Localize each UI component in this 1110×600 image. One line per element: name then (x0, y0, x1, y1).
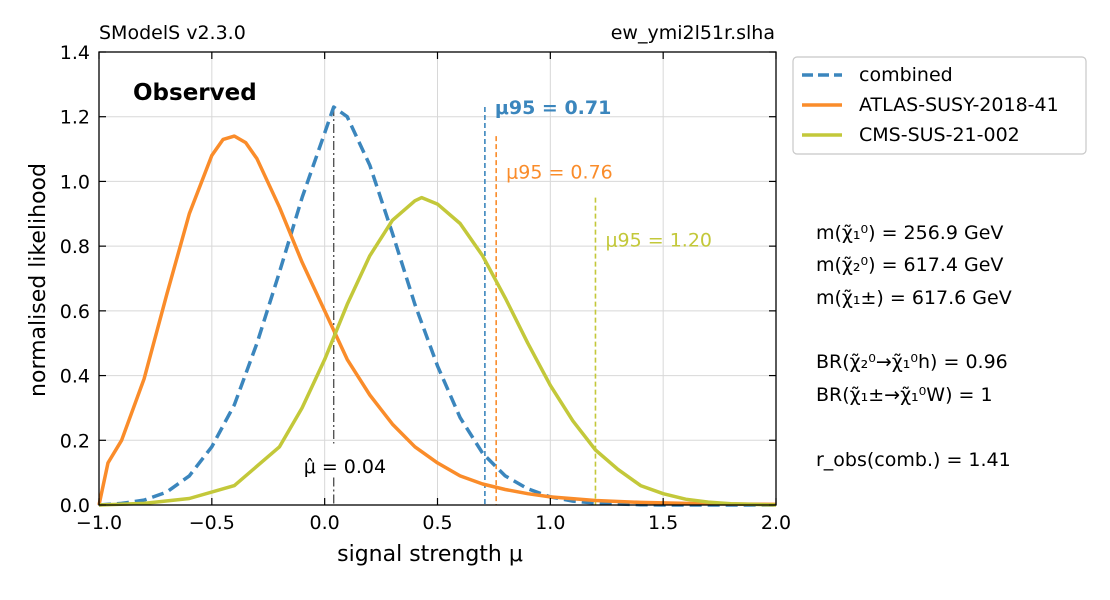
x-tick-label-2: 0.0 (310, 512, 340, 534)
muhat-label: μ̂ = 0.04 (304, 456, 386, 478)
y-tick-label-6: 1.2 (60, 107, 90, 129)
mu95-label-0: μ95 = 0.71 (495, 97, 611, 119)
legend-label-atlas: ATLAS-SUSY-2018-41 (859, 94, 1059, 116)
mu95-annotations: μ95 = 0.71 μ95 = 0.76 μ95 = 1.20 μ̂ = 0.04 (304, 97, 712, 478)
r-obs-combined: r_obs(comb.) = 1.41 (816, 449, 1011, 471)
br-chi1pm: BR(χ̃₁±→χ̃₁⁰W) = 1 (816, 384, 993, 406)
y-axis-label: normalised likelihood (26, 163, 51, 397)
header-filename: ew_ymi2l51r.slha (611, 22, 775, 44)
x-tick-label-0: −1.0 (76, 512, 122, 534)
reference-lines (332, 107, 597, 505)
panel-label: Observed (133, 80, 257, 106)
x-axis-label: signal strength μ (337, 542, 523, 567)
y-tick-label-7: 1.4 (60, 42, 90, 64)
likelihood-curves (97, 105, 777, 507)
x-tick-label-3: 0.5 (422, 512, 452, 534)
header-version: SModelS v2.3.0 (99, 22, 246, 44)
br-chi20: BR(χ̃₂⁰→χ̃₁⁰h) = 0.96 (816, 351, 1008, 373)
y-tick-label-3: 0.6 (60, 301, 90, 323)
x-tick-label-6: 2.0 (761, 512, 791, 534)
mass-chi20: m(χ̃₂⁰) = 617.4 GeV (816, 254, 1003, 276)
y-tick-label-0: 0.0 (60, 495, 90, 517)
mu95-label-2: μ95 = 1.20 (605, 230, 712, 252)
x-tick-label-5: 1.5 (648, 512, 678, 534)
legend-label-combined: combined (859, 64, 953, 86)
mu95-label-1: μ95 = 0.76 (506, 162, 613, 184)
side-info: m(χ̃₁⁰) = 256.9 GeV m(χ̃₂⁰) = 617.4 GeV … (816, 222, 1012, 471)
x-tick-label-1: −0.5 (189, 512, 235, 534)
y-tick-label-4: 0.8 (60, 236, 90, 258)
mass-chi1pm: m(χ̃₁±) = 617.6 GeV (816, 287, 1012, 309)
legend-label-cms: CMS-SUS-21-002 (859, 124, 1020, 146)
curve-atlas-susy-2018-41 (97, 134, 777, 507)
axis-ticks: −1.0 −0.5 0.0 0.5 1.0 1.5 2.0 0.0 0.2 0.4 0.6 0.8 1.… (60, 42, 791, 534)
y-tick-label-2: 0.4 (60, 366, 90, 388)
grid-lines (98, 51, 777, 506)
y-tick-label-5: 1.0 (60, 171, 90, 193)
curve-cms-sus-21-002 (98, 195, 777, 507)
y-tick-label-1: 0.2 (60, 430, 90, 452)
x-tick-label-4: 1.0 (535, 512, 565, 534)
mass-chi10: m(χ̃₁⁰) = 256.9 GeV (816, 222, 1003, 244)
curve-combined (98, 105, 776, 507)
legend: combined ATLAS-SUSY-2018-41 CMS-SUS-21-0… (792, 56, 1087, 155)
legend-box (792, 56, 1087, 155)
